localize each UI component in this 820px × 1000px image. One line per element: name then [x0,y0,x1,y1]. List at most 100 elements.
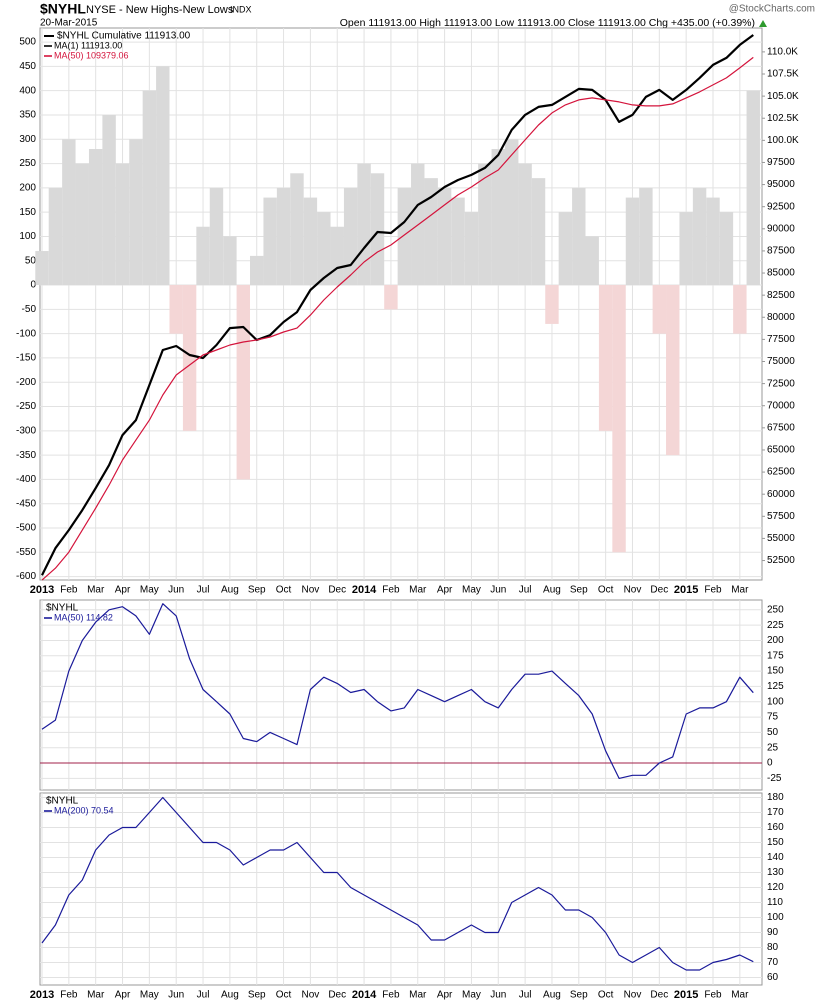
histogram-bar [303,197,318,286]
legend-label: MA(1) 111913.00 [54,40,122,50]
y-tick-label: 300 [19,134,36,145]
legend-label: MA(50) 114.82 [54,612,113,622]
y-tick-label: 50 [25,255,37,266]
histogram-bar [531,178,546,286]
y-tick-label: 0 [767,758,773,769]
y2-tick-label: 97500 [767,157,795,168]
x-tick-label: Jun [490,585,506,596]
x-tick-label: Aug [221,585,239,596]
histogram-bar [666,285,680,456]
y-tick-label: -600 [16,571,36,582]
symbol: $NYHL [40,1,86,17]
x-tick-label: May [462,585,481,596]
y-tick-label: -300 [16,425,36,436]
y-tick-label: 350 [19,110,36,121]
x-tick-label: Feb [60,585,78,596]
histogram-bar [437,187,452,286]
histogram-bar [48,187,63,286]
y-tick-label: 140 [767,852,784,863]
histogram-bar [330,226,344,286]
x-tick-label: Jun [490,990,506,1000]
x-tick-label: Feb [704,585,722,596]
x-tick-label: Dec [328,990,346,1000]
x-tick-label: 2015 [674,989,698,1000]
y-tick-label: 125 [767,681,784,692]
x-tick-label: Apr [115,585,131,596]
histogram-bar [451,197,465,286]
histogram-bar [384,285,398,310]
x-tick-label: Sep [248,990,266,1000]
x-tick-label: Apr [437,585,453,596]
x-tick-label: Aug [221,990,239,1000]
histogram-bar [598,285,613,431]
up-arrow [759,20,767,27]
x-tick-label: Oct [276,990,292,1000]
histogram-bar [196,226,210,286]
x-tick-label: Mar [409,990,427,1000]
y-tick-label: 225 [767,620,784,631]
x-tick-label: Sep [248,585,266,596]
histogram-bar [585,236,599,286]
y-tick-label: -550 [16,547,36,558]
y-tick-label: 70 [767,957,779,968]
x-tick-label: 2013 [30,989,54,1000]
y2-tick-label: 85000 [767,268,795,279]
y-tick-label: 500 [19,37,36,48]
histogram-bar [612,285,626,553]
panel-title: $NYHL [46,603,79,614]
x-tick-label: 2014 [352,584,377,596]
y2-tick-label: 67500 [767,422,795,433]
y-tick-label: 25 [767,742,779,753]
histogram-bar [424,178,438,286]
y-tick-label: 120 [767,882,784,893]
x-tick-label: Jun [168,990,184,1000]
histogram-bar [652,285,667,334]
y-tick-label: -25 [767,773,782,784]
y-tick-label: -50 [22,304,37,315]
x-tick-label: Jul [519,990,532,1000]
security-name: NYSE - New Highs-New Lows [86,4,234,16]
y-tick-label: 450 [19,61,36,72]
y-tick-label: -450 [16,498,36,509]
histogram-bar [558,212,573,286]
histogram-bar [719,212,734,286]
x-tick-label: Apr [115,990,131,1000]
x-tick-label: 2013 [30,584,54,596]
quote: Open 111913.00 High 111913.00 Low 111913… [340,17,755,29]
y2-tick-label: 57500 [767,511,795,522]
y-tick-label: 250 [19,158,36,169]
histogram-bar [209,187,224,286]
y2-tick-label: 100.0K [767,135,799,146]
x-tick-label: Feb [382,585,400,596]
histogram-bar [290,173,304,286]
y2-tick-label: 62500 [767,467,795,478]
y-tick-label: 175 [767,650,784,661]
histogram-bar [115,163,130,286]
histogram-bar [478,163,492,286]
histogram-bar [639,187,653,286]
y-tick-label: 0 [30,280,36,291]
x-tick-label: Aug [543,990,561,1000]
histogram-bar [250,255,264,286]
x-tick-label: Dec [650,990,668,1000]
histogram-bar [518,163,532,286]
x-tick-label: Apr [437,990,453,1000]
x-tick-label: May [140,990,159,1000]
legend-label: MA(200) 70.54 [54,805,114,815]
x-tick-label: 2014 [352,989,377,1000]
y-tick-label: -150 [16,353,36,364]
histogram-bar [169,285,183,334]
histogram-bar [491,148,505,286]
y2-tick-label: 55000 [767,533,795,544]
histogram-bar [733,285,747,334]
histogram-bar [156,66,170,286]
x-tick-label: Dec [650,585,668,596]
x-tick-label: Sep [570,990,588,1000]
y2-tick-label: 60000 [767,489,795,500]
histogram-bar [263,197,277,286]
y-tick-label: 170 [767,807,784,818]
y-tick-label: 250 [767,604,784,615]
histogram-bar [317,212,331,286]
panel-frame [39,599,763,791]
